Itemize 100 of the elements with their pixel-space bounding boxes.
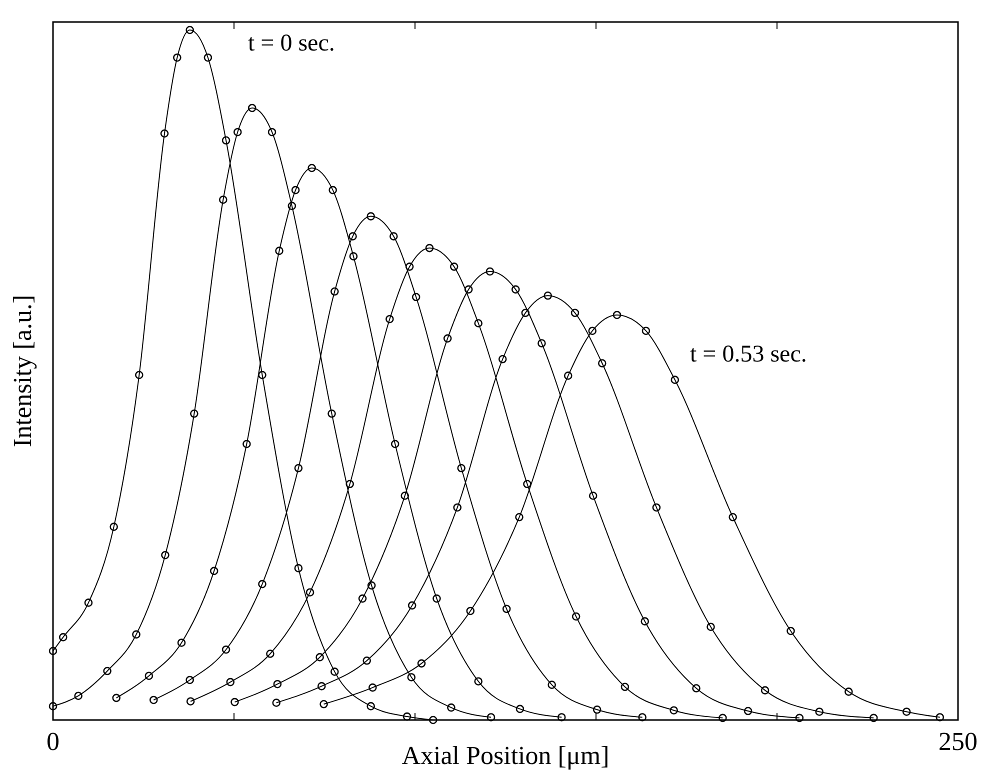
point [362,656,372,665]
point [515,512,524,522]
point [366,212,375,220]
point [464,285,473,294]
x-tick-label: 250 [938,727,978,756]
point [706,622,715,631]
point [84,598,93,607]
point [564,372,572,380]
point [204,53,212,62]
point [368,683,377,692]
point [346,480,354,488]
x-axis-title: Axial Position [μm] [402,741,610,770]
point [58,633,68,642]
point [316,653,324,662]
point [320,700,328,708]
point [670,376,680,384]
point [795,714,804,722]
point [103,666,112,676]
annotation: t = 0 sec. [248,30,335,57]
x-tick-label: 0 [46,727,60,756]
y-axis-title: Intensity [a.u.] [8,294,37,448]
point [389,232,398,240]
point [815,708,824,716]
point [498,354,507,364]
point [523,480,532,488]
point [328,186,337,194]
point [570,308,580,318]
point [110,522,118,531]
point [588,326,597,335]
point [432,594,441,603]
point [588,492,598,500]
point [760,686,770,694]
point [598,359,606,368]
point [466,606,475,616]
point [936,713,944,722]
point [844,688,853,696]
point [407,673,416,682]
point [447,703,456,712]
point [486,713,496,722]
point [149,696,158,704]
point [450,262,458,271]
point [408,601,416,610]
point [572,612,580,621]
point [521,308,530,318]
point [417,659,426,668]
point [186,676,194,684]
point [405,262,414,271]
point [557,713,566,722]
point [548,680,556,689]
point [443,334,452,343]
point [386,314,394,324]
point [222,136,230,145]
annotation: t = 0.53 sec. [690,342,807,368]
point [275,246,284,255]
point [638,713,646,722]
point [358,594,367,603]
point [230,698,239,706]
point [186,697,195,706]
point [516,704,524,714]
point [670,706,678,714]
point [48,646,58,656]
point [226,678,235,686]
point [268,128,276,136]
point [400,492,410,500]
point [544,292,552,300]
point [132,630,140,639]
point [728,512,737,522]
point [160,129,169,138]
point [210,566,218,576]
point [266,650,274,658]
point [328,409,336,418]
point [453,503,462,512]
point [367,581,376,590]
point [258,580,266,588]
point [425,244,434,252]
point [317,682,326,690]
point [233,128,242,136]
point [511,285,520,294]
point [366,702,375,710]
point [620,682,630,692]
point [173,53,182,62]
point [538,339,546,348]
point [592,706,602,714]
point [642,326,650,335]
point [640,617,650,626]
point [330,668,339,676]
point [218,196,228,204]
point [502,604,511,614]
point [273,680,282,688]
point [402,712,412,721]
point [308,164,316,172]
point [294,564,303,572]
point [258,370,266,380]
point [457,464,466,472]
point [306,588,314,596]
point [144,672,154,680]
point [294,464,303,472]
point [428,716,438,724]
point [474,677,482,686]
point [330,287,339,296]
